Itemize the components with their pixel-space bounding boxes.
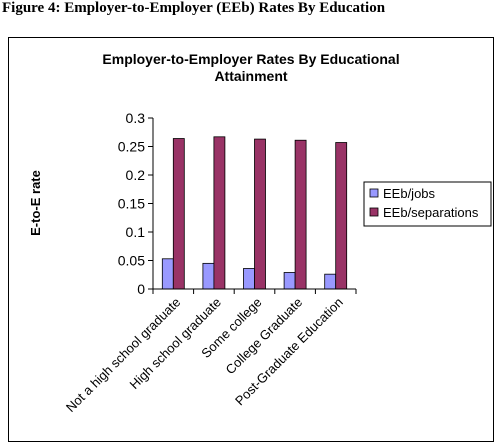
bar-eeb-separations: [213, 136, 226, 290]
legend-label: EEb/separations: [383, 205, 479, 220]
bar-eeb-separations: [335, 142, 348, 290]
y-tick-label: 0.15: [118, 196, 145, 212]
bar-eeb-jobs: [324, 273, 337, 290]
y-tick-label: 0.25: [118, 139, 145, 155]
y-tick-label: 0.1: [126, 224, 146, 240]
legend-swatch: [369, 188, 379, 198]
chart-title-line-2: Attainment: [214, 68, 287, 84]
y-tick-label: 0.3: [126, 110, 146, 126]
bar-eeb-separations: [254, 138, 266, 290]
legend-box: [363, 181, 492, 227]
chart-title-line-1: Employer-to-Employer Rates By Educationa…: [102, 51, 399, 67]
y-tick-label: 0.05: [118, 253, 145, 269]
y-tick-label: 0: [137, 281, 145, 297]
bar-eeb-jobs: [161, 258, 174, 290]
y-tick-label: 0.2: [126, 167, 146, 183]
chart-frame: [8, 37, 494, 442]
bar-eeb-jobs: [283, 272, 296, 290]
bar-eeb-jobs: [243, 268, 255, 290]
bar-eeb-jobs: [202, 262, 215, 290]
bar-eeb-separations: [294, 139, 307, 290]
legend-swatch: [369, 207, 379, 217]
legend-label: EEb/jobs: [383, 186, 436, 201]
bar-eeb-separations: [172, 138, 185, 290]
y-axis-label: E-to-E rate: [28, 170, 43, 236]
figure-caption: Figure 4: Employer-to-Employer (EEb) Rat…: [2, 0, 386, 16]
legend: EEb/jobs EEb/separations: [363, 181, 492, 227]
